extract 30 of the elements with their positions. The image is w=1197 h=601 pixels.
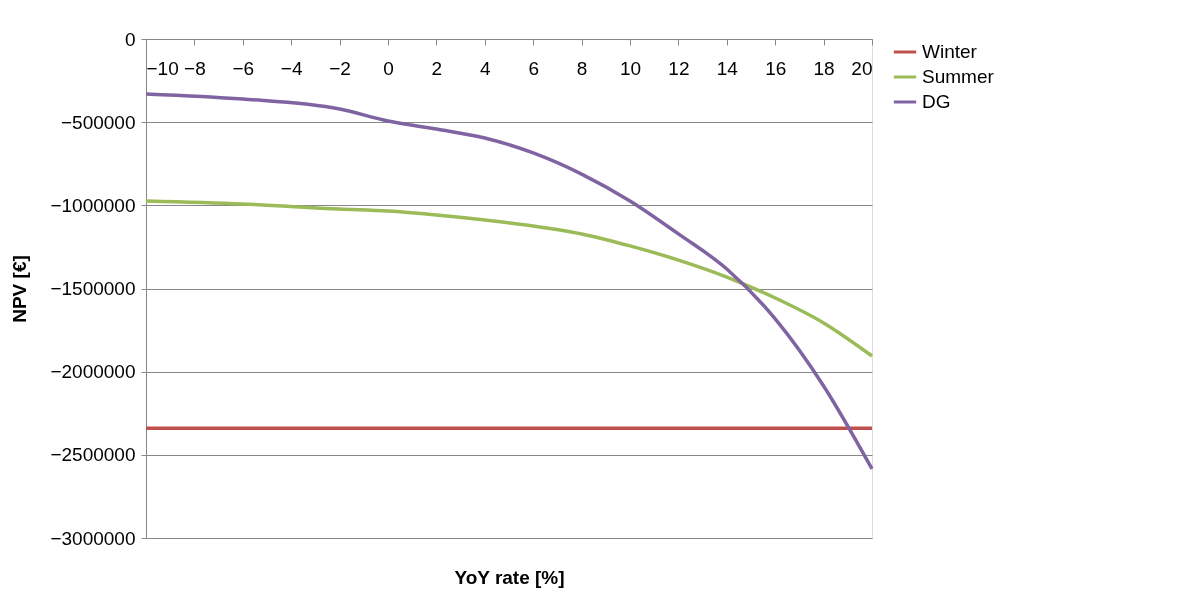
- legend-label: Summer: [922, 66, 995, 87]
- x-tick-label: −2: [329, 57, 351, 79]
- x-tick-label: 14: [716, 57, 739, 79]
- y-axis-title: NPV [€]: [9, 255, 31, 323]
- y-tick-label: −2000000: [50, 361, 136, 383]
- x-tick-label: 12: [668, 57, 690, 79]
- x-tick-label: 4: [480, 57, 492, 79]
- x-tick-label: 2: [431, 57, 443, 79]
- x-tick-label: 6: [528, 57, 539, 79]
- x-tick-label: 20: [851, 57, 873, 79]
- y-tick-label: −3000000: [50, 527, 136, 549]
- x-tick-label: 18: [813, 57, 835, 79]
- legend-label: DG: [922, 91, 951, 112]
- x-tick-label: −6: [232, 57, 255, 79]
- y-tick-label: −500000: [61, 111, 136, 133]
- x-axis-title: YoY rate [%]: [454, 566, 565, 588]
- legend-label: Winter: [922, 41, 978, 62]
- x-tick-label: −10: [146, 57, 179, 79]
- line-series: [144, 92, 874, 471]
- x-tick-label: 16: [765, 57, 787, 79]
- y-tick-label: 0: [124, 28, 136, 50]
- line-series: [144, 199, 874, 358]
- x-tick-label: 10: [619, 57, 642, 79]
- y-tick-label: −2500000: [50, 444, 136, 466]
- x-tick-label: −8: [184, 57, 206, 79]
- x-tick-label: 8: [576, 57, 588, 79]
- x-tick-label: 0: [383, 57, 394, 79]
- x-tick-label: −4: [280, 57, 303, 79]
- y-tick-label: −1000000: [50, 194, 136, 216]
- y-tick-label: −1500000: [50, 278, 136, 299]
